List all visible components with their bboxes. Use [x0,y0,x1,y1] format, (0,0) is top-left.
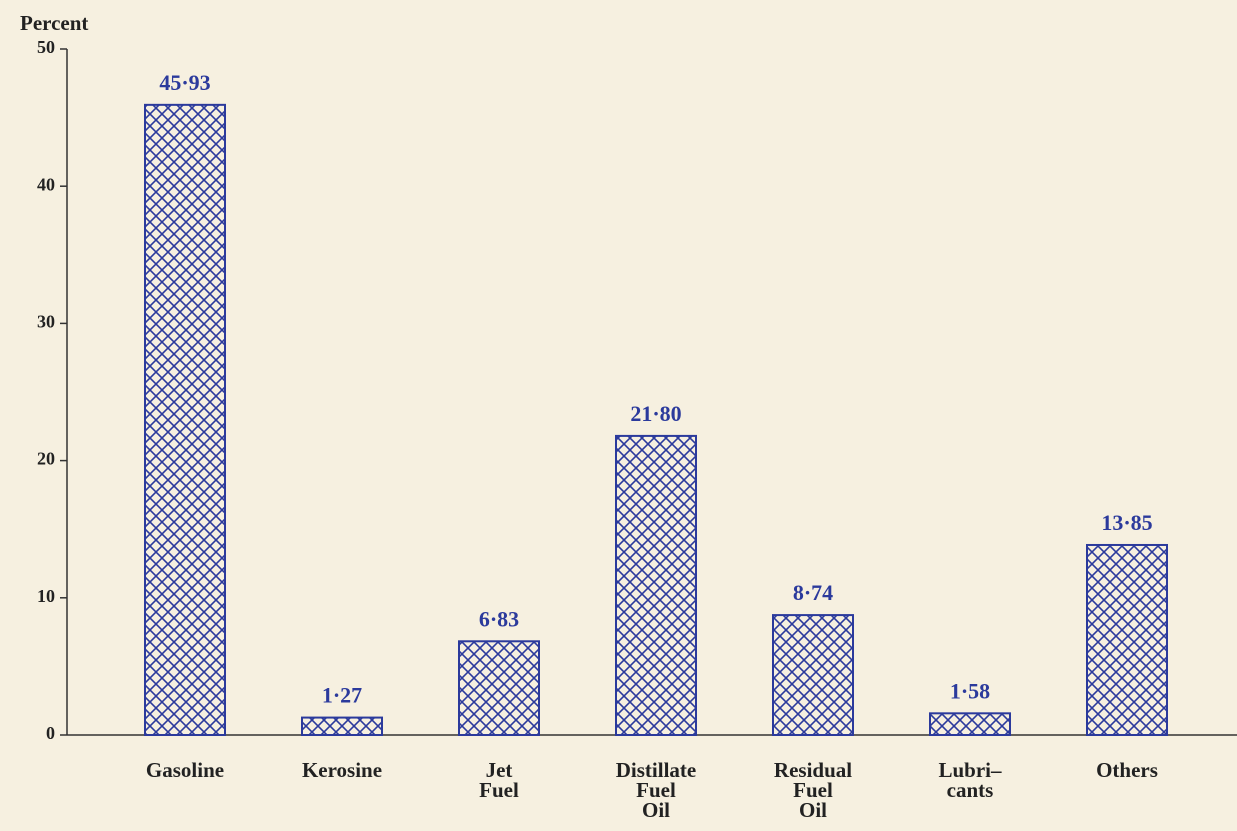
value-label: 21·80 [630,401,681,426]
x-tick-label: Others [1096,758,1158,782]
value-label: 6·83 [479,606,519,631]
x-tick-label: Jet Fuel [479,758,519,802]
bar [301,716,383,737]
bar [929,712,1011,736]
value-label: 1·27 [322,683,362,708]
x-tick-label: Kerosine [301,758,383,782]
value-label: 1·58 [950,678,990,703]
x-tick-label: Residual Fuel Oil [773,758,853,822]
y-tick-label: 20 [37,449,55,469]
y-axis-label: Percent [20,11,88,35]
value-label: 45·93 [159,70,210,95]
bar [458,640,540,737]
y-tick-label: 10 [37,586,55,606]
bar [144,103,226,737]
bar [772,614,854,737]
value-label: 13·85 [1101,510,1152,535]
y-tick-label: 50 [37,37,55,57]
value-label: 8·74 [793,580,833,605]
x-tick-label: Distillate Fuel Oil [615,758,697,822]
bar [1086,543,1168,737]
x-tick-label: Gasoline [145,758,225,782]
y-tick-label: 0 [46,723,55,743]
y-tick-label: 40 [37,174,55,194]
y-tick-label: 30 [37,312,55,332]
bar [615,434,697,736]
x-tick-label: Lubri– cants [938,758,1002,802]
